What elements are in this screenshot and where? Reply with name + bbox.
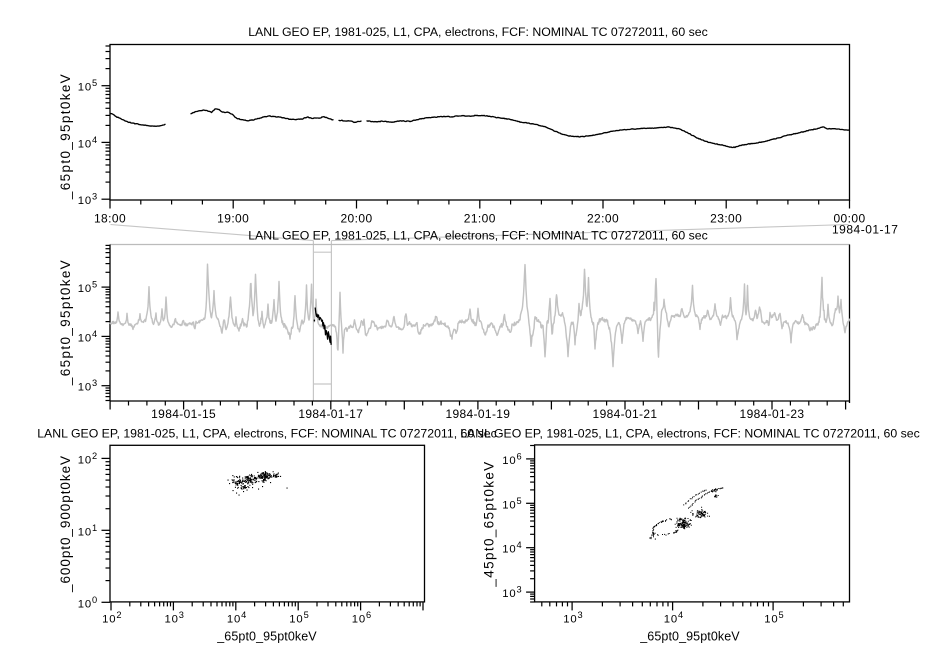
svg-text:_65pt0_95pt0keV: _65pt0_95pt0keV bbox=[216, 630, 317, 644]
svg-text:_65pt0_95pt0keV: _65pt0_95pt0keV bbox=[58, 259, 73, 386]
svg-text:19:00: 19:00 bbox=[217, 211, 249, 225]
svg-text:20:00: 20:00 bbox=[340, 211, 372, 225]
svg-text:LANL GEO EP, 1981-025, L1, CPA: LANL GEO EP, 1981-025, L1, CPA, electron… bbox=[37, 426, 497, 440]
svg-text:LANL GEO EP, 1981-025, L1, CPA: LANL GEO EP, 1981-025, L1, CPA, electron… bbox=[460, 426, 920, 440]
svg-text:_600pt0_900pt0keV: _600pt0_900pt0keV bbox=[58, 455, 73, 593]
svg-text:LANL GEO EP, 1981-025, L1, CPA: LANL GEO EP, 1981-025, L1, CPA, electron… bbox=[248, 25, 708, 39]
svg-text:1984-01-19: 1984-01-19 bbox=[445, 407, 510, 421]
svg-text:1984-01-21: 1984-01-21 bbox=[593, 407, 658, 421]
svg-text:1984-01-17: 1984-01-17 bbox=[832, 223, 898, 237]
svg-text:1984-01-23: 1984-01-23 bbox=[740, 407, 805, 421]
svg-text:1984-01-17: 1984-01-17 bbox=[298, 407, 363, 421]
svg-text:LANL GEO EP, 1981-025, L1, CPA: LANL GEO EP, 1981-025, L1, CPA, electron… bbox=[248, 229, 708, 243]
svg-text:23:00: 23:00 bbox=[710, 211, 742, 225]
svg-text:1984-01-15: 1984-01-15 bbox=[151, 407, 216, 421]
svg-text:22:00: 22:00 bbox=[587, 211, 619, 225]
svg-text:_65pt0_95pt0keV: _65pt0_95pt0keV bbox=[639, 630, 740, 644]
svg-text:_65pt0_95pt0keV: _65pt0_95pt0keV bbox=[58, 73, 73, 200]
svg-text:00:00: 00:00 bbox=[833, 211, 865, 225]
svg-text:18:00: 18:00 bbox=[94, 211, 126, 225]
svg-text:_45pt0_65pt0keV: _45pt0_65pt0keV bbox=[482, 460, 497, 587]
svg-text:21:00: 21:00 bbox=[464, 211, 496, 225]
